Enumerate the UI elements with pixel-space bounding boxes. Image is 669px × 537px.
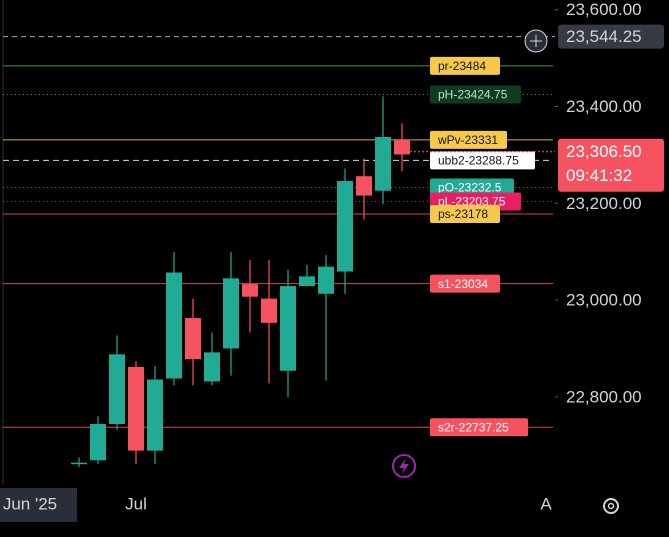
candle-body <box>242 284 258 297</box>
level-label-box <box>430 274 500 293</box>
level-label-box <box>430 130 507 149</box>
candle-body <box>261 298 277 323</box>
last-price-box <box>558 138 664 192</box>
settings-icon[interactable] <box>603 498 619 514</box>
candle-body <box>147 379 163 451</box>
crosshair-label-box <box>558 24 664 49</box>
level-label: s1-23034 <box>438 277 488 291</box>
candle-body <box>356 176 372 196</box>
y-tick-label: 23,200.00 <box>566 194 642 213</box>
alert-circle[interactable] <box>392 454 416 478</box>
x-tick-label: Jul <box>125 494 147 513</box>
crosshair-plus[interactable] <box>524 29 548 53</box>
level-label-box <box>430 151 535 170</box>
candle-body <box>375 136 391 191</box>
candle-body <box>223 278 239 349</box>
candle-body <box>280 286 296 371</box>
countdown-label: 09:41:32 <box>566 166 632 185</box>
gear[interactable] <box>603 498 619 514</box>
gear-hub <box>607 502 615 510</box>
candle-body <box>71 462 87 465</box>
candle-body <box>337 181 353 272</box>
level-label: pr-23484 <box>438 59 486 73</box>
candle-body <box>166 272 182 379</box>
candle-body <box>185 318 201 360</box>
level-label: pO-23232.5 <box>438 181 502 195</box>
candle-body <box>90 424 106 461</box>
candle-body <box>318 266 334 294</box>
crosshair-label: 23,544.25 <box>566 27 642 46</box>
level-label: wPv-23331 <box>437 133 498 147</box>
level-label: pH-23424.75 <box>438 88 508 102</box>
x-tick-label: Jun '25 <box>3 494 57 513</box>
alert-icon[interactable] <box>392 454 416 478</box>
y-tick-label: 23,400.00 <box>566 97 642 116</box>
level-label-box <box>430 204 500 223</box>
y-tick-label: 22,800.00 <box>566 387 642 406</box>
candle-body <box>394 139 410 155</box>
level-label: s2r-22737.25 <box>438 420 509 434</box>
level-label-box <box>430 56 500 75</box>
candle-body <box>128 366 144 451</box>
level-label: ps-23178 <box>438 207 488 221</box>
scale-mode[interactable]: A <box>540 494 552 513</box>
level-label: ubb2-23288.75 <box>438 154 519 168</box>
x-label-box <box>0 488 77 522</box>
candle-body <box>299 276 315 287</box>
candle-body <box>109 354 125 425</box>
level-label-box <box>430 418 528 437</box>
level-label-box <box>430 178 514 197</box>
last-price-label: 23,306.50 <box>566 142 642 161</box>
y-tick-label: 23,600.00 <box>566 0 642 19</box>
y-tick-label: 23,000.00 <box>566 291 642 310</box>
bolt <box>399 458 409 475</box>
candle-body <box>204 352 220 382</box>
level-label-box <box>430 85 521 104</box>
